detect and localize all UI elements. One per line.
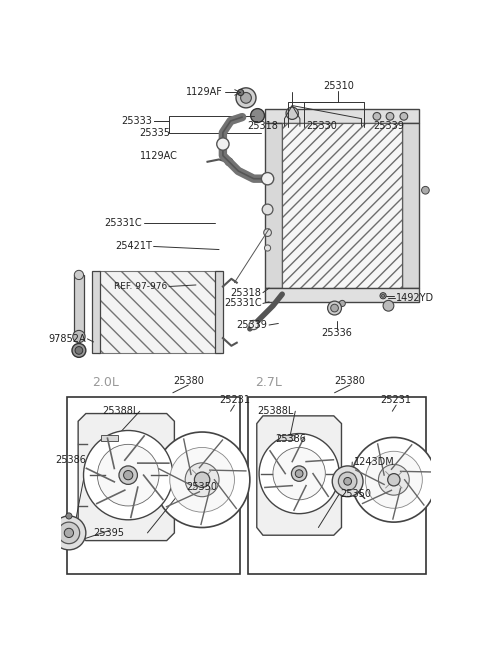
Circle shape	[52, 516, 86, 550]
Circle shape	[170, 447, 234, 512]
Circle shape	[383, 301, 394, 311]
Bar	[282, 123, 402, 288]
Bar	[92, 271, 100, 354]
Text: 25421T: 25421T	[115, 242, 152, 252]
Circle shape	[400, 113, 408, 120]
Circle shape	[155, 432, 250, 527]
Circle shape	[291, 466, 307, 481]
Circle shape	[378, 464, 409, 495]
Text: 25231: 25231	[219, 396, 250, 405]
Text: 25388L: 25388L	[257, 406, 294, 416]
Circle shape	[351, 438, 436, 522]
Polygon shape	[257, 416, 341, 535]
Circle shape	[273, 447, 325, 500]
Circle shape	[58, 522, 80, 544]
Circle shape	[119, 466, 137, 485]
Polygon shape	[78, 413, 174, 540]
Circle shape	[97, 444, 159, 506]
Bar	[101, 435, 118, 441]
Circle shape	[73, 330, 85, 343]
Text: 1129AC: 1129AC	[140, 151, 178, 160]
Circle shape	[421, 187, 429, 194]
Text: 25350: 25350	[341, 489, 372, 499]
Bar	[215, 271, 223, 354]
Bar	[265, 123, 282, 288]
Circle shape	[217, 138, 229, 150]
Circle shape	[194, 472, 210, 487]
Bar	[67, 397, 240, 574]
Bar	[265, 109, 419, 123]
Bar	[73, 275, 84, 341]
Text: 2.7L: 2.7L	[255, 376, 282, 389]
Text: 25330: 25330	[306, 121, 337, 132]
Circle shape	[64, 529, 73, 538]
Text: 25395: 25395	[94, 528, 124, 538]
Bar	[265, 288, 419, 302]
Circle shape	[249, 320, 258, 329]
Circle shape	[264, 229, 271, 236]
Circle shape	[332, 466, 363, 496]
Text: 25333: 25333	[121, 116, 152, 126]
Circle shape	[74, 271, 84, 280]
Circle shape	[388, 474, 400, 486]
Circle shape	[328, 301, 341, 315]
Circle shape	[386, 113, 394, 120]
Circle shape	[238, 89, 244, 96]
Text: 25231: 25231	[381, 396, 412, 405]
Circle shape	[331, 304, 338, 312]
Circle shape	[66, 513, 72, 519]
Text: 25336: 25336	[322, 328, 352, 338]
Circle shape	[262, 172, 274, 185]
Text: 25386: 25386	[55, 455, 86, 465]
Text: 25331C: 25331C	[224, 299, 262, 309]
Circle shape	[225, 158, 233, 166]
Text: 25386: 25386	[275, 434, 306, 444]
Text: 25339: 25339	[373, 121, 404, 132]
Text: 25318: 25318	[248, 121, 278, 132]
Circle shape	[259, 434, 339, 514]
Circle shape	[373, 113, 381, 120]
Circle shape	[344, 477, 351, 485]
Circle shape	[240, 92, 252, 103]
Text: 25380: 25380	[335, 376, 365, 386]
Text: 25331C: 25331C	[105, 218, 142, 229]
Text: 1129AF: 1129AF	[186, 88, 223, 98]
Text: 2.0L: 2.0L	[92, 376, 119, 389]
Circle shape	[380, 293, 386, 299]
Circle shape	[123, 470, 133, 479]
Text: 25339: 25339	[237, 320, 267, 330]
Bar	[248, 397, 426, 574]
Text: 25335: 25335	[140, 128, 170, 138]
Circle shape	[262, 204, 273, 215]
Text: 1243DM: 1243DM	[354, 457, 395, 467]
Text: REF. 97-976: REF. 97-976	[114, 282, 168, 291]
Circle shape	[339, 301, 345, 307]
Circle shape	[338, 472, 357, 491]
Circle shape	[365, 451, 422, 508]
Circle shape	[236, 88, 256, 108]
Text: 97852A: 97852A	[48, 334, 86, 344]
Text: 1492YD: 1492YD	[396, 293, 434, 303]
Circle shape	[286, 107, 299, 119]
Text: 25350: 25350	[187, 481, 218, 492]
Text: 25388L: 25388L	[102, 406, 138, 416]
Text: 25310: 25310	[323, 81, 354, 91]
Circle shape	[84, 430, 173, 520]
Circle shape	[185, 463, 219, 496]
Circle shape	[382, 294, 384, 297]
Text: 25318: 25318	[230, 288, 262, 297]
Text: 25380: 25380	[173, 376, 204, 386]
Circle shape	[264, 245, 271, 251]
Circle shape	[295, 470, 303, 477]
Bar	[402, 123, 419, 288]
Bar	[98, 271, 221, 354]
Bar	[278, 435, 294, 441]
Circle shape	[251, 109, 264, 122]
Circle shape	[75, 346, 83, 354]
Circle shape	[72, 343, 86, 358]
